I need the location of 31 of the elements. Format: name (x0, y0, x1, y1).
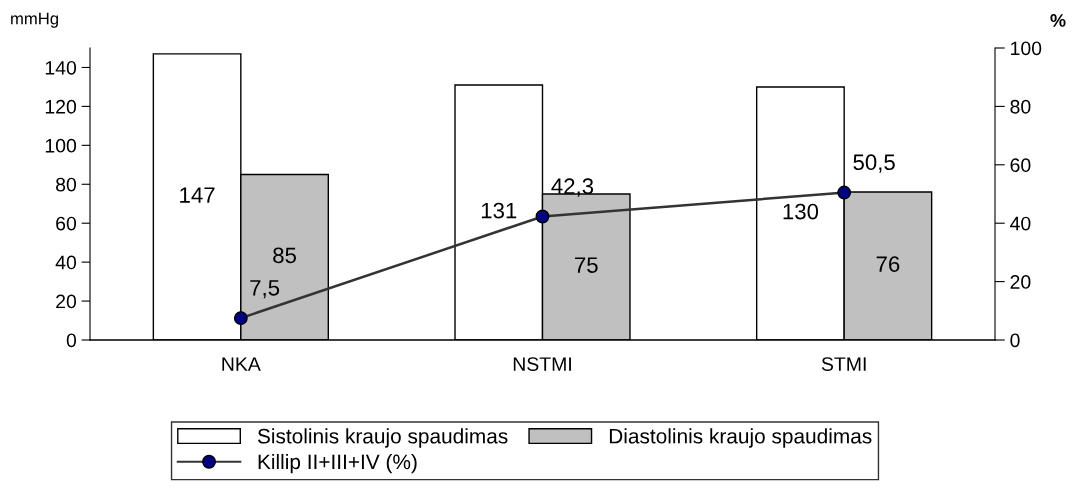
data-label: 7,5 (250, 280, 280, 299)
y-tick-label: 120 (45, 99, 77, 114)
y-axis-title: mmHg (11, 12, 58, 28)
data-label: 75 (575, 257, 598, 273)
y2-axis-title: % (1050, 14, 1066, 27)
data-label: 85 (273, 247, 296, 264)
y-tick-label: 100 (45, 138, 77, 153)
y2-tick-label: 60 (1010, 158, 1031, 173)
legend-label: Diastolinis kraujo spaudimas (609, 428, 872, 448)
y-tick-label: 0 (66, 333, 77, 348)
x-tick-label: NSTMI (513, 357, 571, 371)
y-tick-label: 20 (56, 294, 77, 309)
x-tick-label: STMI (821, 357, 866, 371)
data-label: 50,5 (853, 154, 895, 173)
data-label: 131 (481, 202, 517, 219)
y-tick-label: 60 (56, 216, 77, 231)
y-tick-label: 80 (56, 177, 77, 192)
y2-tick-label: 0 (1010, 333, 1020, 348)
legend-label: Sistolinis kraujo spaudimas (257, 428, 508, 448)
data-label: 76 (876, 256, 900, 272)
y2-tick-label: 100 (1011, 41, 1042, 56)
legend-label: Killip II+III+IV (%) (258, 453, 417, 474)
y2-tick-label: 40 (1010, 216, 1031, 231)
y-tick-label: 40 (55, 255, 77, 270)
y2-tick-label: 80 (1010, 99, 1031, 114)
y-tick-label: 140 (45, 60, 77, 75)
data-label: 147 (180, 187, 215, 203)
x-tick-label: NKA (222, 357, 261, 371)
y2-tick-label: 20 (1010, 275, 1031, 289)
data-label: 42,3 (551, 178, 594, 197)
data-label: 130 (783, 203, 819, 220)
